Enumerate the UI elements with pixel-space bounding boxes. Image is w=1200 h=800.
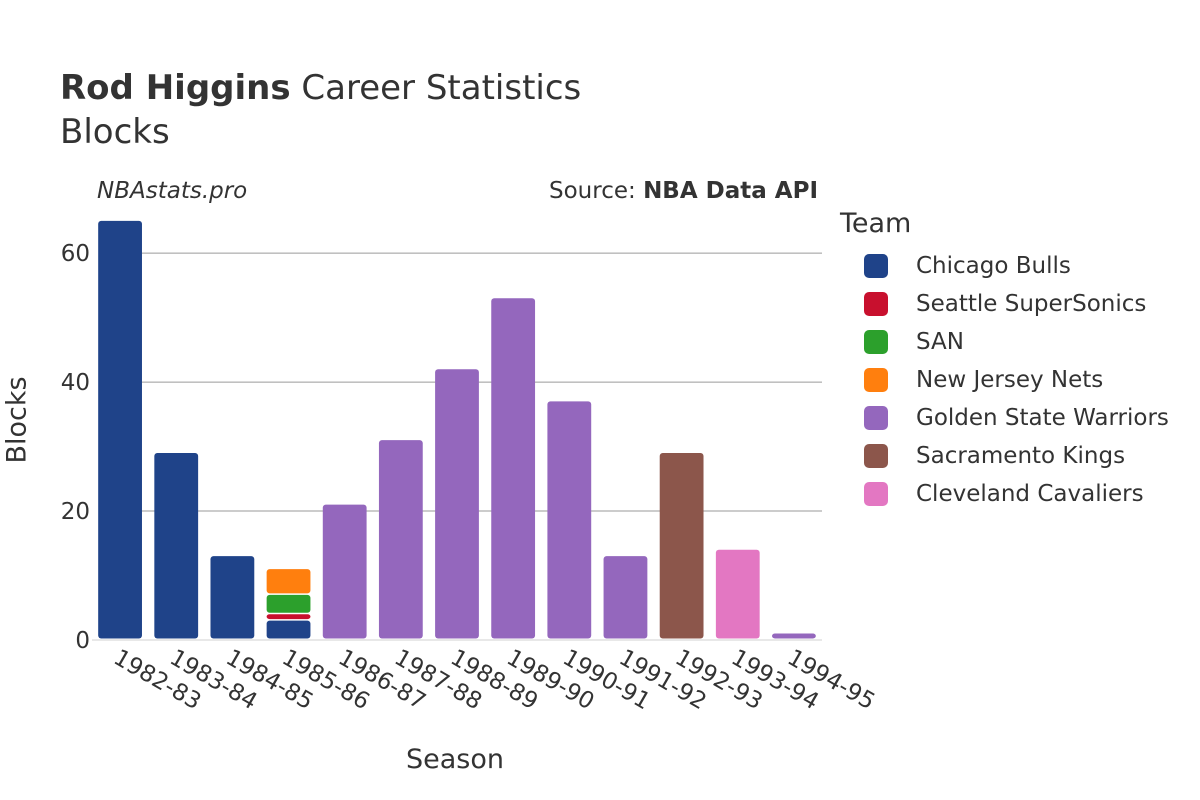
bar-segment	[210, 556, 255, 639]
source-name: NBA Data API	[643, 178, 818, 204]
y-axis-title: Blocks	[1, 376, 33, 464]
site-credit: NBAstats.pro	[97, 178, 248, 204]
legend-item[interactable]: New Jersey Nets	[840, 361, 1169, 399]
bar-segment	[772, 633, 816, 639]
bar-segment	[154, 453, 199, 639]
bar-segment	[547, 401, 592, 639]
source-prefix: Source:	[549, 178, 644, 204]
bar-segment	[98, 220, 142, 639]
legend-item[interactable]: Cleveland Cavaliers	[840, 475, 1169, 513]
bar-segment	[266, 614, 311, 620]
source-credit: Source: NBA Data API	[549, 178, 818, 204]
y-tick-label: 60	[61, 241, 90, 267]
bar-segment	[491, 298, 536, 639]
bar-segment	[266, 569, 311, 594]
legend-title: Team	[840, 208, 912, 239]
bar-segment	[603, 556, 648, 639]
bar-segment	[715, 549, 760, 639]
legend-label: Chicago Bulls	[916, 253, 1071, 279]
legend-item[interactable]: Seattle SuperSonics	[840, 285, 1169, 323]
legend-label: Golden State Warriors	[916, 405, 1169, 431]
bar-segment	[659, 453, 704, 639]
legend-label: SAN	[916, 329, 964, 355]
legend-swatch	[864, 444, 888, 468]
legend: Team Chicago Bulls Seattle SuperSonics SAN…	[840, 208, 1169, 513]
legend-label: Seattle SuperSonics	[916, 291, 1147, 317]
legend-item[interactable]: Golden State Warriors	[840, 399, 1169, 437]
y-tick-label: 0	[75, 628, 90, 654]
bar-segment	[322, 504, 367, 639]
bar-segment	[435, 369, 479, 639]
bar-segment	[266, 594, 311, 613]
legend-item[interactable]: Sacramento Kings	[840, 437, 1169, 475]
legend-swatch	[864, 254, 888, 278]
legend-swatch	[864, 482, 888, 506]
legend-swatch	[864, 406, 888, 430]
bar-segment	[378, 440, 423, 639]
legend-swatch	[864, 330, 888, 354]
bar-segment	[266, 620, 311, 639]
legend-label: New Jersey Nets	[916, 367, 1104, 393]
legend-item[interactable]: SAN	[840, 323, 1169, 361]
legend-swatch	[864, 292, 888, 316]
legend-swatch	[864, 368, 888, 392]
x-axis-title: Season	[406, 744, 504, 775]
y-tick-label: 40	[61, 370, 90, 396]
legend-item[interactable]: Chicago Bulls	[840, 247, 1169, 285]
legend-label: Sacramento Kings	[916, 443, 1126, 469]
y-tick-label: 20	[61, 499, 90, 525]
title-rest: Career Statistics	[290, 68, 582, 108]
chart-subtitle: Blocks	[60, 112, 170, 152]
chart-title: Rod Higgins Career Statistics	[60, 68, 581, 108]
legend-label: Cleveland Cavaliers	[916, 481, 1144, 507]
player-name: Rod Higgins	[60, 68, 291, 108]
